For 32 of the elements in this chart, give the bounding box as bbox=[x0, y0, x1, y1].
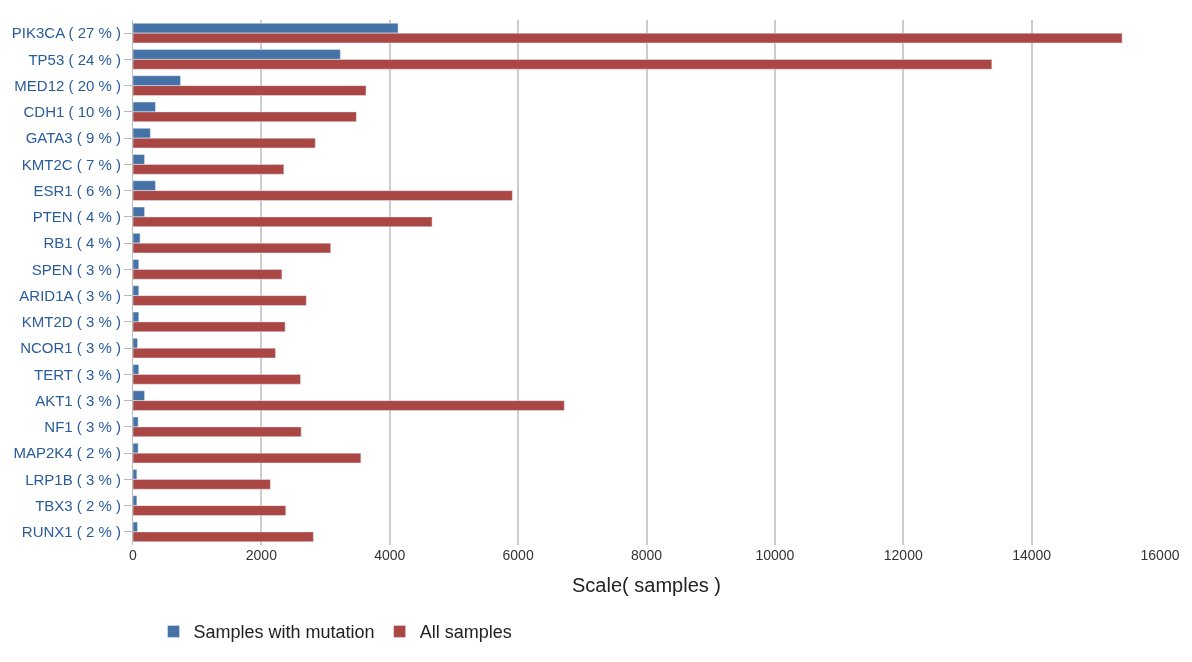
y-tick-label: NCOR1 ( 3 % ) bbox=[20, 339, 121, 357]
x-tick-label: 4000 bbox=[374, 547, 406, 563]
x-tick-label: 10000 bbox=[755, 547, 795, 563]
x-axis-title: Scale( samples ) bbox=[572, 573, 721, 596]
y-tick-label: KMT2D ( 3 % ) bbox=[21, 313, 121, 331]
x-tick-label: 6000 bbox=[502, 547, 534, 563]
y-tick-label: PIK3CA ( 27 % ) bbox=[11, 24, 121, 42]
legend-label: Samples with mutation bbox=[193, 622, 375, 643]
x-tick-label: 2000 bbox=[245, 547, 278, 563]
x-tick-label: 14000 bbox=[1012, 547, 1052, 563]
x-tick-label: 16000 bbox=[1140, 547, 1180, 563]
y-tick-label: MED12 ( 20 % ) bbox=[14, 76, 121, 94]
y-tick-label: CDH1 ( 10 % ) bbox=[23, 103, 121, 121]
y-tick-label: ESR1 ( 6 % ) bbox=[33, 181, 121, 199]
y-tick-label: KMT2C ( 7 % ) bbox=[21, 155, 121, 173]
y-tick-label: PTEN ( 4 % ) bbox=[32, 208, 121, 226]
y-tick-label: ARID1A ( 3 % ) bbox=[19, 286, 121, 304]
y-tick-label: TP53 ( 24 % ) bbox=[28, 50, 121, 68]
y-tick-label: MAP2K4 ( 2 % ) bbox=[13, 444, 121, 462]
y-tick-label: NF1 ( 3 % ) bbox=[44, 418, 121, 436]
y-tick-label: RB1 ( 4 % ) bbox=[43, 234, 121, 252]
y-tick-label: LRP1B ( 3 % ) bbox=[25, 470, 121, 488]
y-tick-label: GATA3 ( 9 % ) bbox=[25, 129, 121, 147]
x-tick-label: 12000 bbox=[883, 547, 923, 563]
legend-label: All samples bbox=[419, 622, 512, 643]
x-tick-label: 8000 bbox=[630, 547, 663, 563]
y-tick-label: SPEN ( 3 % ) bbox=[31, 260, 121, 278]
y-tick-label: AKT1 ( 3 % ) bbox=[35, 391, 121, 409]
x-tick-label: 0 bbox=[129, 547, 138, 563]
y-tick-label: RUNX1 ( 2 % ) bbox=[21, 523, 121, 541]
y-tick-label: TBX3 ( 2 % ) bbox=[35, 496, 121, 514]
y-tick-label: TERT ( 3 % ) bbox=[34, 365, 121, 383]
